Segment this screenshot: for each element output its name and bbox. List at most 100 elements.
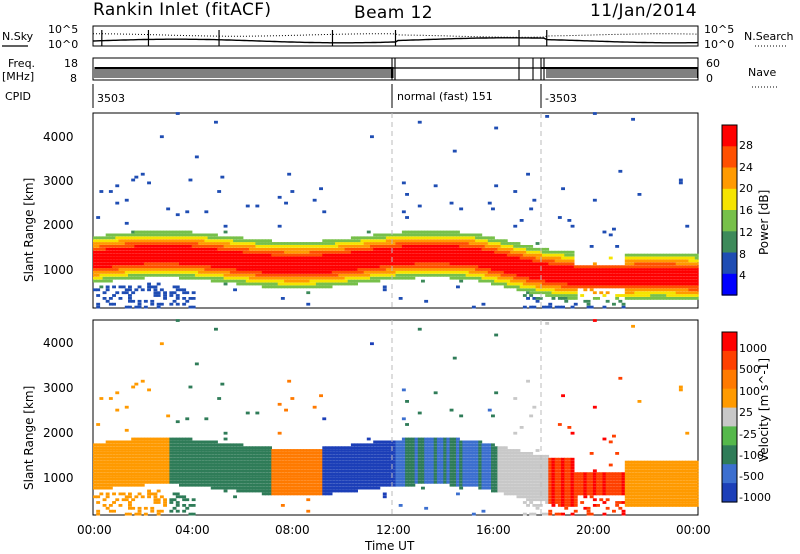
power-cell	[258, 250, 263, 254]
power-cell	[561, 268, 565, 271]
power-cell	[194, 242, 199, 245]
velocity-cell	[350, 466, 355, 470]
velocity-cell	[223, 480, 228, 484]
velocity-cell	[198, 475, 202, 478]
velocity-cell	[191, 463, 196, 467]
power-ytick-1000: 1000	[43, 263, 74, 277]
power-cell	[223, 279, 228, 283]
velocity-cell	[357, 466, 362, 470]
power-cell	[401, 181, 406, 185]
velocity-cell	[350, 443, 355, 447]
velocity-cell	[233, 443, 237, 447]
velocity-cell	[166, 440, 171, 444]
power-cell	[465, 250, 470, 254]
power-cell	[392, 242, 397, 245]
power-cell	[643, 262, 648, 266]
power-cell	[108, 297, 113, 300]
velocity-cell	[131, 440, 136, 444]
power-cell	[296, 268, 301, 271]
power-cell	[491, 245, 495, 248]
velocity-cell	[287, 452, 292, 455]
velocity-cell	[134, 469, 139, 473]
velocity-cell	[300, 489, 304, 493]
nave-label: Nave	[748, 66, 776, 79]
power-cell	[561, 250, 565, 254]
power-cell	[201, 276, 206, 280]
velocity-cell	[198, 483, 202, 487]
power-cell	[554, 253, 559, 257]
power-cell	[398, 259, 403, 263]
velocity-cell	[124, 480, 129, 484]
velocity-cell	[223, 452, 228, 455]
power-cell	[440, 271, 444, 274]
power-cell	[105, 242, 110, 245]
power-cell	[529, 279, 534, 283]
velocity-cell	[274, 475, 279, 478]
power-cell	[357, 268, 362, 271]
power-cell	[220, 276, 225, 280]
power-cell	[452, 247, 457, 251]
power-cell	[392, 273, 397, 277]
power-cell	[440, 259, 444, 263]
power-cell	[112, 273, 116, 277]
velocity-cell	[93, 480, 97, 484]
power-cell	[137, 276, 142, 280]
velocity-cell	[188, 452, 193, 455]
power-cell	[207, 233, 212, 237]
power-cell	[274, 285, 279, 289]
power-cell	[112, 276, 116, 280]
power-cell	[589, 279, 594, 283]
velocity-cell	[287, 463, 292, 467]
power-cell	[223, 265, 228, 269]
power-cell	[226, 239, 231, 243]
power-cell	[694, 294, 699, 297]
power-cell	[153, 236, 158, 240]
velocity-cell	[207, 446, 212, 450]
power-cell	[210, 279, 215, 283]
power-cell	[156, 305, 161, 309]
velocity-cell	[182, 469, 187, 473]
velocity-cell	[261, 478, 266, 481]
velocity-cell	[207, 480, 212, 484]
power-cell	[245, 256, 250, 260]
power-cell	[589, 265, 594, 269]
power-cell	[93, 253, 97, 257]
velocity-cell	[121, 457, 126, 461]
power-cell	[440, 256, 444, 260]
velocity-cell	[204, 452, 209, 455]
power-cell	[500, 276, 505, 280]
power-cell	[325, 250, 330, 254]
power-cell	[443, 236, 448, 240]
power-cell	[179, 288, 183, 292]
power-cell	[112, 294, 116, 297]
power-cell	[615, 279, 620, 283]
power-cell	[471, 245, 476, 248]
power-cell	[577, 285, 581, 289]
power-cell	[296, 245, 301, 248]
power-cell	[331, 268, 336, 271]
velocity-cell	[223, 449, 228, 452]
power-cell	[688, 282, 693, 286]
velocity-cell	[341, 460, 346, 464]
velocity-cell	[175, 457, 180, 461]
power-cell	[379, 256, 384, 260]
power-cell	[179, 242, 183, 245]
power-cell	[236, 250, 241, 254]
power-cell	[627, 259, 632, 263]
velocity-cell	[255, 460, 260, 464]
power-cell	[366, 230, 371, 234]
velocity-cell	[128, 472, 132, 476]
power-cell	[217, 273, 222, 277]
velocity-cell	[137, 452, 142, 455]
power-cell	[663, 259, 667, 263]
power-cell	[510, 262, 514, 266]
velocity-cell	[325, 483, 330, 487]
power-cell	[185, 230, 190, 234]
velocity-cell	[312, 452, 317, 455]
power-cell	[691, 265, 696, 269]
power-cell	[153, 291, 158, 295]
power-cell	[312, 268, 317, 271]
velocity-cell	[354, 446, 358, 450]
velocity-cell	[131, 478, 136, 481]
